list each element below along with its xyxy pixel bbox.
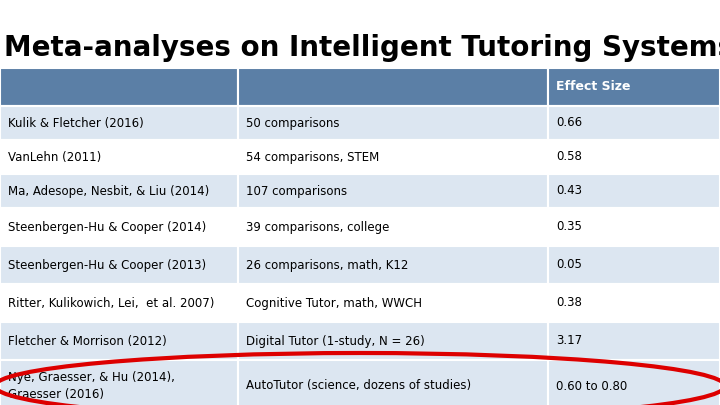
Text: VanLehn (2011): VanLehn (2011) <box>8 151 102 164</box>
Bar <box>238 322 548 360</box>
Text: Ma, Adesope, Nesbit, & Liu (2014): Ma, Adesope, Nesbit, & Liu (2014) <box>8 185 210 198</box>
Text: Digital Tutor (1-study, N = 26): Digital Tutor (1-study, N = 26) <box>246 335 425 347</box>
Text: 0.66: 0.66 <box>556 117 582 130</box>
Bar <box>548 322 720 360</box>
Text: Effect Size: Effect Size <box>556 81 631 94</box>
Bar <box>238 208 548 246</box>
Text: Kulik & Fletcher (2016): Kulik & Fletcher (2016) <box>8 117 144 130</box>
Bar <box>238 174 548 208</box>
Text: 50 comparisons: 50 comparisons <box>246 117 340 130</box>
Text: 0.60 to 0.80: 0.60 to 0.80 <box>556 379 627 392</box>
Text: 0.38: 0.38 <box>556 296 582 309</box>
Text: AutoTutor (science, dozens of studies): AutoTutor (science, dozens of studies) <box>246 379 471 392</box>
Bar <box>0 140 238 174</box>
Text: Steenbergen-Hu & Cooper (2013): Steenbergen-Hu & Cooper (2013) <box>8 258 206 271</box>
Text: Meta-analyses on Intelligent Tutoring Systems: Meta-analyses on Intelligent Tutoring Sy… <box>4 34 720 62</box>
Bar <box>238 360 548 405</box>
Text: 107 comparisons: 107 comparisons <box>246 185 347 198</box>
Text: 0.58: 0.58 <box>556 151 582 164</box>
Text: 3.17: 3.17 <box>556 335 582 347</box>
Bar <box>0 246 238 284</box>
Bar <box>238 284 548 322</box>
Bar <box>548 68 720 106</box>
Bar <box>548 174 720 208</box>
Bar <box>548 284 720 322</box>
Text: Steenbergen-Hu & Cooper (2014): Steenbergen-Hu & Cooper (2014) <box>8 220 206 234</box>
Bar <box>0 284 238 322</box>
Bar <box>0 360 238 405</box>
Text: 26 comparisons, math, K12: 26 comparisons, math, K12 <box>246 258 408 271</box>
Bar <box>238 106 548 140</box>
Bar <box>548 140 720 174</box>
Text: 54 comparisons, STEM: 54 comparisons, STEM <box>246 151 379 164</box>
Bar <box>238 246 548 284</box>
Bar <box>0 68 238 106</box>
Bar <box>0 208 238 246</box>
Text: Nye, Graesser, & Hu (2014),
Graesser (2016): Nye, Graesser, & Hu (2014), Graesser (20… <box>8 371 175 401</box>
Text: 39 comparisons, college: 39 comparisons, college <box>246 220 390 234</box>
Bar <box>548 360 720 405</box>
Text: Fletcher & Morrison (2012): Fletcher & Morrison (2012) <box>8 335 167 347</box>
Bar <box>548 106 720 140</box>
Bar <box>0 106 238 140</box>
Text: Cognitive Tutor, math, WWCH: Cognitive Tutor, math, WWCH <box>246 296 422 309</box>
Text: 0.35: 0.35 <box>556 220 582 234</box>
Bar <box>238 140 548 174</box>
Bar <box>0 174 238 208</box>
Bar <box>238 68 548 106</box>
Text: 0.05: 0.05 <box>556 258 582 271</box>
Text: Ritter, Kulikowich, Lei,  et al. 2007): Ritter, Kulikowich, Lei, et al. 2007) <box>8 296 215 309</box>
Text: 0.43: 0.43 <box>556 185 582 198</box>
Bar <box>548 246 720 284</box>
Bar <box>0 322 238 360</box>
Bar <box>548 208 720 246</box>
